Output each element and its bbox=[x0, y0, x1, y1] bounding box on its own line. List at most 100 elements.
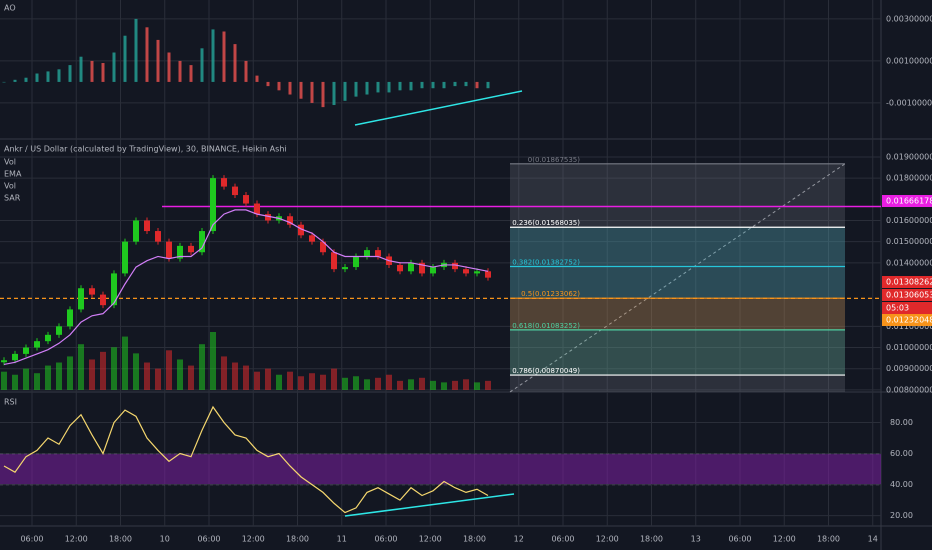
ao-bar bbox=[134, 18, 138, 82]
candle bbox=[463, 269, 469, 274]
y-tick-label: 0.01800000 bbox=[886, 174, 932, 183]
candle bbox=[485, 271, 491, 278]
volume-bar bbox=[298, 376, 304, 390]
ao-title: AO bbox=[4, 4, 16, 13]
candle bbox=[177, 245, 183, 259]
candle bbox=[34, 341, 40, 348]
candle bbox=[419, 262, 425, 274]
y-tick-label: 0.00800000 bbox=[886, 385, 932, 394]
legend-item: Vol bbox=[4, 182, 16, 191]
volume-bar bbox=[331, 368, 337, 390]
ao-bar bbox=[288, 81, 292, 95]
x-tick-label: 18:00 bbox=[286, 535, 309, 544]
candle bbox=[232, 186, 238, 196]
trend-line bbox=[354, 90, 523, 126]
ao-bar bbox=[24, 77, 28, 82]
fib-zone bbox=[510, 227, 845, 267]
volume-bar bbox=[265, 368, 271, 390]
ao-bar bbox=[90, 60, 94, 82]
candle bbox=[155, 231, 161, 242]
candle bbox=[56, 326, 62, 335]
x-tick-label: 12:00 bbox=[419, 535, 442, 544]
ao-bar bbox=[321, 81, 325, 108]
volume-bar bbox=[221, 356, 227, 390]
fib-zone bbox=[510, 266, 845, 299]
price-label-bg bbox=[882, 276, 932, 288]
ao-bar bbox=[409, 81, 413, 91]
price-label: 0.01232048 bbox=[886, 316, 932, 325]
volume-bar bbox=[309, 373, 315, 390]
candle bbox=[353, 256, 359, 268]
y-tick-label: 0.01100000 bbox=[886, 322, 932, 331]
legend-item: EMA bbox=[4, 170, 22, 179]
ao-bar bbox=[57, 69, 61, 82]
volume-bar bbox=[67, 356, 73, 390]
volume-bar bbox=[1, 371, 7, 390]
ema-line bbox=[3, 209, 489, 366]
fib-label: 0.236(0.01568035) bbox=[512, 219, 580, 227]
candle bbox=[254, 203, 260, 215]
volume-bar bbox=[320, 374, 326, 390]
volume-bar bbox=[56, 362, 62, 390]
rsi-title: RSI bbox=[4, 398, 17, 407]
fib-label: 0.5(0.01233062) bbox=[521, 290, 580, 298]
volume-bar bbox=[232, 362, 238, 390]
price-label: 05:03 bbox=[886, 304, 909, 313]
x-tick-label: 12:00 bbox=[242, 535, 265, 544]
x-tick-label: 12:00 bbox=[596, 535, 619, 544]
fib-label: 0.618(0.01083252) bbox=[512, 322, 580, 330]
price-label-bg bbox=[882, 314, 932, 326]
ao-bar bbox=[79, 56, 83, 82]
legend-item: SAR bbox=[4, 194, 21, 203]
ao-bar bbox=[156, 39, 160, 82]
volume-bar bbox=[397, 380, 403, 390]
volume-bar bbox=[474, 382, 480, 390]
fib-label: 0.382(0.01382752) bbox=[512, 258, 580, 266]
price-label: 0.01306053 bbox=[886, 291, 932, 300]
volume-bar bbox=[111, 347, 117, 390]
candle bbox=[111, 273, 117, 306]
ao-bar bbox=[387, 81, 391, 93]
ao-bar bbox=[486, 81, 490, 89]
x-tick-label: 06:00 bbox=[728, 535, 751, 544]
x-tick-label: 06:00 bbox=[197, 535, 220, 544]
ao-bar bbox=[178, 60, 182, 82]
ao-bar bbox=[376, 81, 380, 93]
volume-bar bbox=[166, 350, 172, 390]
price-label: 0.01308262 bbox=[886, 278, 932, 287]
ao-bar bbox=[464, 81, 468, 87]
price-label-bg bbox=[882, 195, 932, 207]
candle bbox=[474, 271, 480, 274]
volume-bar bbox=[463, 379, 469, 390]
legend-item: Vol bbox=[4, 158, 16, 167]
ao-bar bbox=[442, 81, 446, 89]
price-label-bg bbox=[882, 302, 932, 314]
volume-bar bbox=[364, 379, 370, 390]
candle bbox=[298, 224, 304, 236]
price-label-bg bbox=[882, 289, 932, 301]
ao-bar bbox=[431, 81, 435, 89]
ao-bar bbox=[277, 81, 281, 91]
candle bbox=[265, 214, 271, 221]
ao-bar bbox=[475, 81, 479, 89]
y-tick-label: 80.00 bbox=[890, 418, 913, 427]
x-tick-label: 06:00 bbox=[20, 535, 43, 544]
candle bbox=[430, 267, 436, 274]
ao-bar bbox=[46, 71, 50, 82]
volume-bar bbox=[199, 344, 205, 390]
trend-line bbox=[344, 493, 515, 517]
volume-bar bbox=[12, 374, 18, 390]
ao-bar bbox=[420, 81, 424, 89]
price-label: 0.01666178 bbox=[886, 197, 932, 206]
volume-bar bbox=[375, 377, 381, 390]
candle bbox=[89, 288, 95, 295]
ao-bar bbox=[189, 65, 193, 82]
ao-bar bbox=[299, 81, 303, 99]
candle bbox=[166, 241, 172, 259]
ao-bar bbox=[123, 35, 127, 82]
candle bbox=[45, 334, 51, 342]
volume-bar bbox=[100, 351, 106, 390]
y-tick-label: 0.01400000 bbox=[886, 258, 932, 267]
